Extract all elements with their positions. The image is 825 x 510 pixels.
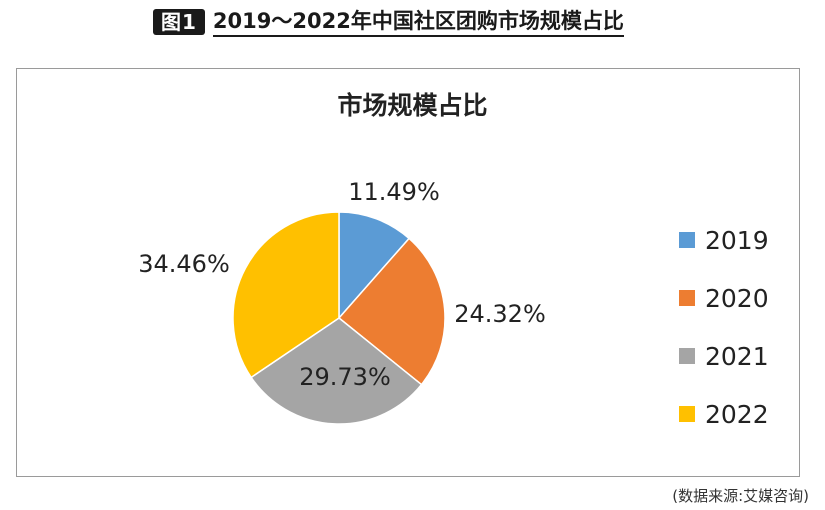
legend-item-2019: 2019 — [679, 211, 769, 269]
pie-slice-2019 — [338, 211, 411, 320]
pie-slice-2021 — [250, 317, 423, 425]
legend-item-2021: 2021 — [679, 327, 769, 385]
legend-item-2020: 2020 — [679, 269, 769, 327]
legend-label-2020: 2020 — [705, 283, 769, 313]
source-note: (数据来源:艾媒咨询) — [672, 487, 809, 505]
data-label-2019: 11.49% — [348, 178, 440, 206]
figure-title: 2019～2022年中国社区团购市场规模占比 — [212, 8, 624, 37]
legend-item-2022: 2022 — [679, 385, 769, 443]
legend-swatch-2019 — [679, 232, 695, 248]
legend-label-2019: 2019 — [705, 225, 769, 255]
legend-swatch-2020 — [679, 290, 695, 306]
legend-swatch-2022 — [679, 406, 695, 422]
chart-title: 市场规模占比 — [337, 91, 488, 120]
pie-slice-2020 — [337, 237, 446, 386]
data-label-2022: 34.46% — [138, 250, 230, 278]
figure-badge: 图1 — [153, 9, 205, 35]
data-label-2020: 24.32% — [454, 300, 546, 328]
legend-swatch-2021 — [679, 348, 695, 364]
pie-slice-2022 — [232, 211, 340, 379]
figure-header: 图1 2019～2022年中国社区团购市场规模占比 — [153, 7, 624, 37]
legend: 2019 2020 2021 2022 — [679, 211, 769, 443]
legend-label-2021: 2021 — [705, 341, 769, 371]
legend-label-2022: 2022 — [705, 399, 769, 429]
data-label-2021: 29.73% — [299, 363, 391, 391]
